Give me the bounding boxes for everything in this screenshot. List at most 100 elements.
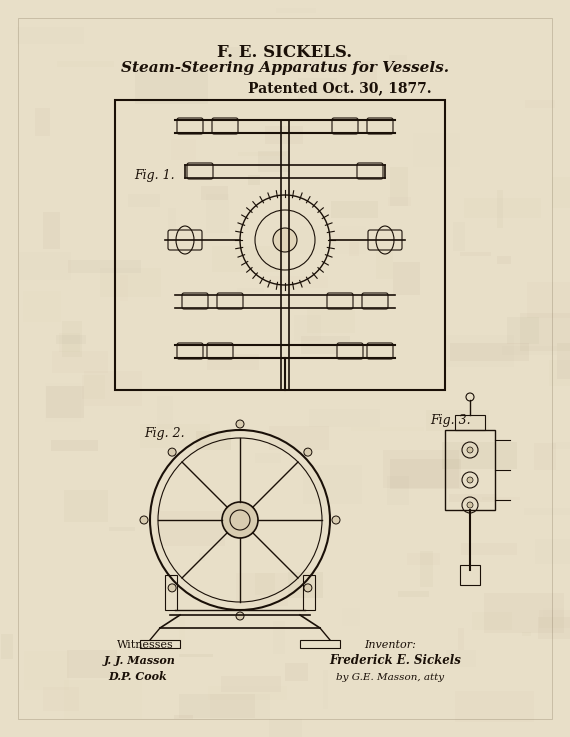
Bar [51,440,98,450]
Bar [527,282,570,318]
FancyBboxPatch shape [327,293,353,309]
Bar [524,508,570,514]
Bar [309,410,380,427]
Circle shape [304,448,312,456]
Bar [300,640,340,648]
FancyBboxPatch shape [168,230,202,250]
Bar [64,490,108,522]
Bar [237,288,264,292]
Bar [128,194,161,207]
Bar [63,680,141,719]
Bar [497,256,511,265]
Bar [196,430,231,450]
Bar [303,575,315,610]
Circle shape [332,516,340,524]
Bar [535,539,570,565]
FancyBboxPatch shape [332,118,358,134]
Bar [140,424,210,447]
Bar [522,632,531,636]
Text: J. J. Masson: J. J. Masson [104,655,176,666]
Bar [258,150,290,172]
Bar [52,352,108,373]
Bar [248,175,260,185]
FancyBboxPatch shape [187,163,213,179]
Bar [269,719,302,737]
Bar [18,252,71,280]
Bar [226,47,250,60]
Bar [390,459,461,489]
Bar [82,374,104,399]
Bar [349,242,359,256]
Bar [446,335,514,367]
Circle shape [236,612,244,620]
Bar [265,127,303,144]
Circle shape [140,516,148,524]
Bar [471,612,512,630]
Bar [288,572,323,598]
Bar [56,61,114,67]
Bar [376,240,393,279]
Text: Frederick E. Sickels: Frederick E. Sickels [329,654,461,668]
Bar [210,694,270,719]
Text: Fig. 2.: Fig. 2. [145,427,185,439]
FancyBboxPatch shape [182,293,208,309]
Bar [255,573,275,595]
Text: Inventor:: Inventor: [364,640,416,650]
Bar [201,186,228,200]
Bar [323,670,328,709]
Text: Witnesses: Witnesses [117,640,173,650]
Bar [84,371,141,406]
Bar [393,262,421,296]
Bar [539,610,570,629]
Bar [207,354,259,371]
Bar [17,27,84,43]
Bar [157,397,173,429]
Bar [421,551,433,587]
Bar [552,177,570,208]
Bar [35,108,50,136]
Bar [238,152,286,156]
Bar [136,68,207,104]
Bar [390,167,408,206]
Bar [298,78,336,101]
Circle shape [168,448,176,456]
Circle shape [467,447,473,453]
Text: Fig. 1.: Fig. 1. [135,169,176,181]
Bar [549,360,570,386]
Bar [46,385,84,419]
Circle shape [467,477,473,483]
FancyBboxPatch shape [362,293,388,309]
Text: Steam-Steering Apparatus for Vessels.: Steam-Steering Apparatus for Vessels. [121,61,449,75]
Bar [442,442,517,469]
Bar [406,553,440,565]
Bar [463,198,541,218]
Bar [43,212,60,249]
Bar [543,608,564,618]
FancyBboxPatch shape [217,293,243,309]
Bar [398,591,429,598]
Bar [178,617,185,650]
Text: F. E. SICKELS.: F. E. SICKELS. [217,43,353,60]
Text: by G.E. Masson, atty: by G.E. Masson, atty [336,672,444,682]
Bar [496,190,503,228]
Bar [255,453,281,463]
Bar [383,450,459,487]
Circle shape [222,502,258,538]
Bar [273,621,285,654]
Bar [502,346,557,355]
FancyBboxPatch shape [368,230,402,250]
Bar [268,427,329,450]
Bar [285,663,308,681]
Bar [388,476,409,506]
FancyBboxPatch shape [212,118,238,134]
Bar [482,497,520,500]
Bar [206,194,229,233]
Bar [524,100,555,108]
FancyBboxPatch shape [367,118,393,134]
Bar [460,565,480,585]
Bar [458,629,463,650]
Bar [140,640,180,648]
Bar [179,694,255,718]
Bar [507,317,539,344]
Bar [301,336,350,354]
